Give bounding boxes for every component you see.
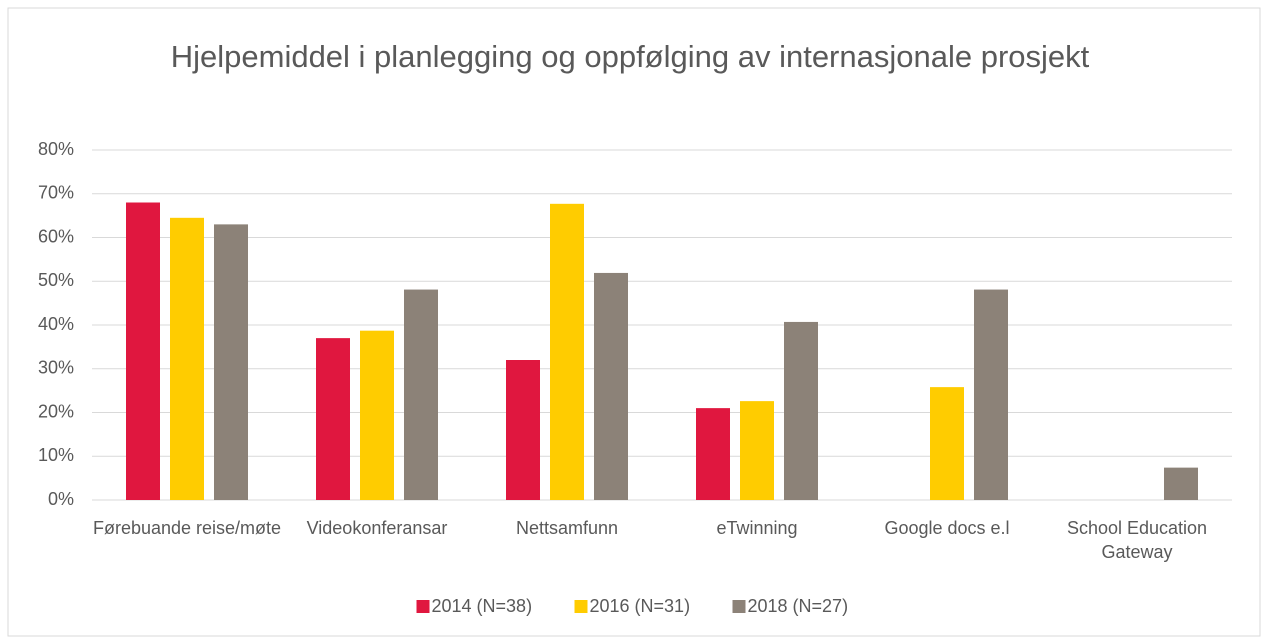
y-tick-label: 50% [38,270,74,290]
legend-label: 2014 (N=38) [432,596,533,616]
bar [506,360,540,500]
x-tick-label: eTwinning [716,518,798,538]
bar [550,203,584,500]
x-tick-label: School Education Gateway [1066,518,1208,562]
bar [360,330,394,500]
legend-label: 2016 (N=31) [590,596,691,616]
y-tick-label: 10% [38,445,74,465]
bar [696,408,730,500]
chart-border [7,7,1261,637]
bar [404,289,438,500]
bar [740,401,774,500]
legend-label: 2018 (N=27) [748,596,849,616]
bar [214,224,248,500]
chart-title: Hjelpemiddel i planlegging og oppfølging… [170,39,1090,74]
y-tick-label: 60% [38,226,74,246]
x-tick-label: Nettsamfunn [515,518,619,538]
bar [316,338,350,500]
y-tick-label: 70% [38,183,74,203]
x-tick-label: Videokonferansar [306,518,448,538]
bar [974,289,1008,500]
y-tick-label: 20% [38,401,74,421]
bar [784,321,818,500]
y-tick-label: 80% [38,139,74,159]
legend-swatch [574,600,588,613]
y-tick-label: 30% [38,358,74,378]
bar [594,272,628,500]
legend-swatch [416,600,430,613]
bar [126,202,160,500]
bar [170,217,204,500]
legend-swatch [732,600,746,613]
y-tick-label: 40% [38,314,74,334]
bar [930,387,964,500]
x-tick-label: Førebuande reise/møte [92,518,282,538]
y-tick-label: 0% [48,489,74,509]
bar [1164,467,1198,500]
x-tick-label: Google docs e.l [884,518,1010,538]
